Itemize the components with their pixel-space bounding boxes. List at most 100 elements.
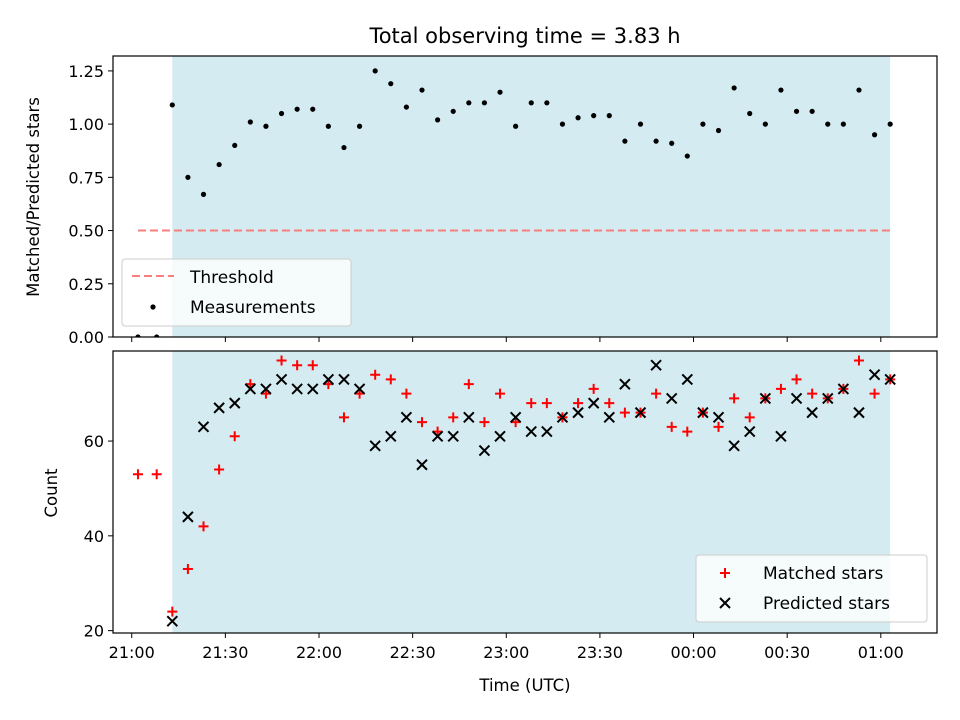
matched-star-point bbox=[682, 426, 693, 437]
matched-star-point bbox=[604, 398, 615, 409]
measurement-point bbox=[871, 132, 878, 138]
predicted-star-point bbox=[712, 411, 725, 424]
matched-star-point bbox=[167, 606, 178, 617]
predicted-star-point bbox=[744, 425, 756, 438]
y-tick-label: 0.00 bbox=[68, 328, 104, 347]
predicted-star-point bbox=[494, 430, 506, 443]
measurement-point bbox=[513, 123, 519, 129]
legend-matched-label: Matched stars bbox=[763, 564, 883, 584]
matched-star-point bbox=[463, 379, 474, 390]
x-axis-label: Time (UTC) bbox=[478, 676, 570, 695]
measurement-point bbox=[435, 117, 441, 123]
y-tick-label: 0.25 bbox=[68, 275, 104, 294]
matched-star-point bbox=[198, 521, 209, 532]
measurement-point bbox=[263, 123, 269, 129]
predicted-star-point bbox=[728, 440, 740, 452]
matched-star-point bbox=[495, 388, 506, 399]
matched-star-point bbox=[276, 355, 287, 366]
measurement-point bbox=[840, 121, 846, 127]
matched-star-point bbox=[307, 360, 318, 371]
legend-measurement-swatch bbox=[150, 304, 156, 310]
chart-title: Total observing time = 3.83 h bbox=[368, 24, 680, 48]
legend-bottom: Matched stars Predicted stars bbox=[695, 554, 928, 623]
matched-star-point bbox=[338, 412, 349, 423]
predicted-star-point bbox=[603, 411, 615, 424]
bottom-panel: 20 40 60 21:00 21:30 22:00 22:30 23:00 23:30 00:0… bbox=[84, 350, 938, 662]
measurement-point bbox=[778, 87, 784, 93]
matched-star-point bbox=[573, 398, 584, 409]
legend-measurement-label: Measurements bbox=[190, 298, 316, 318]
legend-top: Threshold Measurements bbox=[121, 258, 352, 327]
measurement-point bbox=[356, 123, 363, 129]
measurement-point bbox=[825, 121, 831, 127]
predicted-star-point bbox=[197, 421, 210, 433]
measurement-point bbox=[559, 121, 566, 127]
measurement-point bbox=[715, 127, 722, 134]
x-tick-label: 00:00 bbox=[670, 643, 716, 662]
matched-star-point bbox=[182, 564, 193, 575]
predicted-star-point bbox=[634, 406, 647, 419]
measurement-point bbox=[809, 108, 815, 114]
predicted-star-point bbox=[400, 411, 413, 424]
predicted-star-point bbox=[447, 430, 459, 443]
predicted-star-point bbox=[868, 368, 881, 381]
predicted-star-point bbox=[853, 406, 865, 419]
predicted-star-point bbox=[837, 383, 850, 395]
measurement-point bbox=[419, 87, 425, 93]
matched-star-point bbox=[729, 393, 740, 404]
measurement-point bbox=[731, 85, 737, 91]
legend-predicted-label: Predicted stars bbox=[763, 594, 890, 614]
measurement-point bbox=[544, 100, 550, 106]
matched-star-point bbox=[151, 469, 162, 480]
legend-predicted-swatch bbox=[719, 597, 731, 609]
matched-star-point bbox=[417, 417, 427, 428]
y-tick-label: 20 bbox=[84, 622, 104, 641]
measurement-point bbox=[887, 121, 893, 127]
matched-star-point bbox=[775, 383, 786, 394]
x-tick-label: 01:00 bbox=[858, 643, 904, 662]
measurement-point bbox=[606, 113, 612, 119]
matched-star-point bbox=[619, 407, 630, 418]
predicted-star-point bbox=[213, 402, 225, 414]
predicted-star-point bbox=[650, 359, 662, 371]
y-tick-label: 60 bbox=[84, 432, 104, 451]
x-tick-label: 00:30 bbox=[764, 643, 810, 662]
measurement-point bbox=[497, 89, 503, 95]
measurement-point bbox=[278, 110, 285, 117]
legend-box bbox=[121, 258, 352, 327]
measurement-point bbox=[700, 121, 706, 127]
matched-star-point bbox=[370, 369, 381, 380]
predicted-star-point bbox=[431, 430, 444, 443]
x-tick-label: 21:00 bbox=[109, 643, 155, 662]
predicted-star-point bbox=[229, 397, 241, 409]
predicted-star-point bbox=[790, 392, 803, 405]
y-tick-label: 1.25 bbox=[68, 62, 104, 81]
measurement-point bbox=[669, 140, 675, 146]
predicted-star-point bbox=[322, 373, 335, 386]
matched-star-point bbox=[292, 360, 303, 371]
predicted-star-point bbox=[260, 383, 272, 395]
bottom-y-axis-label: Count bbox=[42, 468, 61, 518]
matched-star-point bbox=[588, 383, 599, 394]
measurement-point bbox=[622, 138, 628, 144]
matched-star-point bbox=[132, 469, 143, 480]
matched-star-point bbox=[791, 374, 802, 385]
y-tick-label: 1.00 bbox=[68, 115, 104, 134]
measurement-point bbox=[450, 108, 456, 114]
predicted-star-point bbox=[478, 444, 491, 457]
measurement-point bbox=[637, 121, 644, 127]
x-tick-label: 22:00 bbox=[296, 643, 342, 662]
measurement-point bbox=[135, 334, 141, 337]
plot-frame bbox=[112, 350, 938, 634]
predicted-star-point bbox=[619, 378, 631, 390]
matched-star-point bbox=[401, 388, 412, 399]
measurement-point bbox=[793, 108, 800, 114]
matched-star-point bbox=[713, 421, 724, 432]
predicted-star-point bbox=[556, 411, 569, 424]
legend-threshold-label: Threshold bbox=[189, 268, 274, 288]
predicted-star-point bbox=[463, 411, 475, 424]
top-y-axis-label: Matched/Predicted stars bbox=[24, 97, 43, 297]
predicted-star-point bbox=[775, 430, 787, 443]
top-panel: 0.00 0.25 0.50 0.75 1.00 1.25 Threshold Measure… bbox=[68, 55, 938, 347]
